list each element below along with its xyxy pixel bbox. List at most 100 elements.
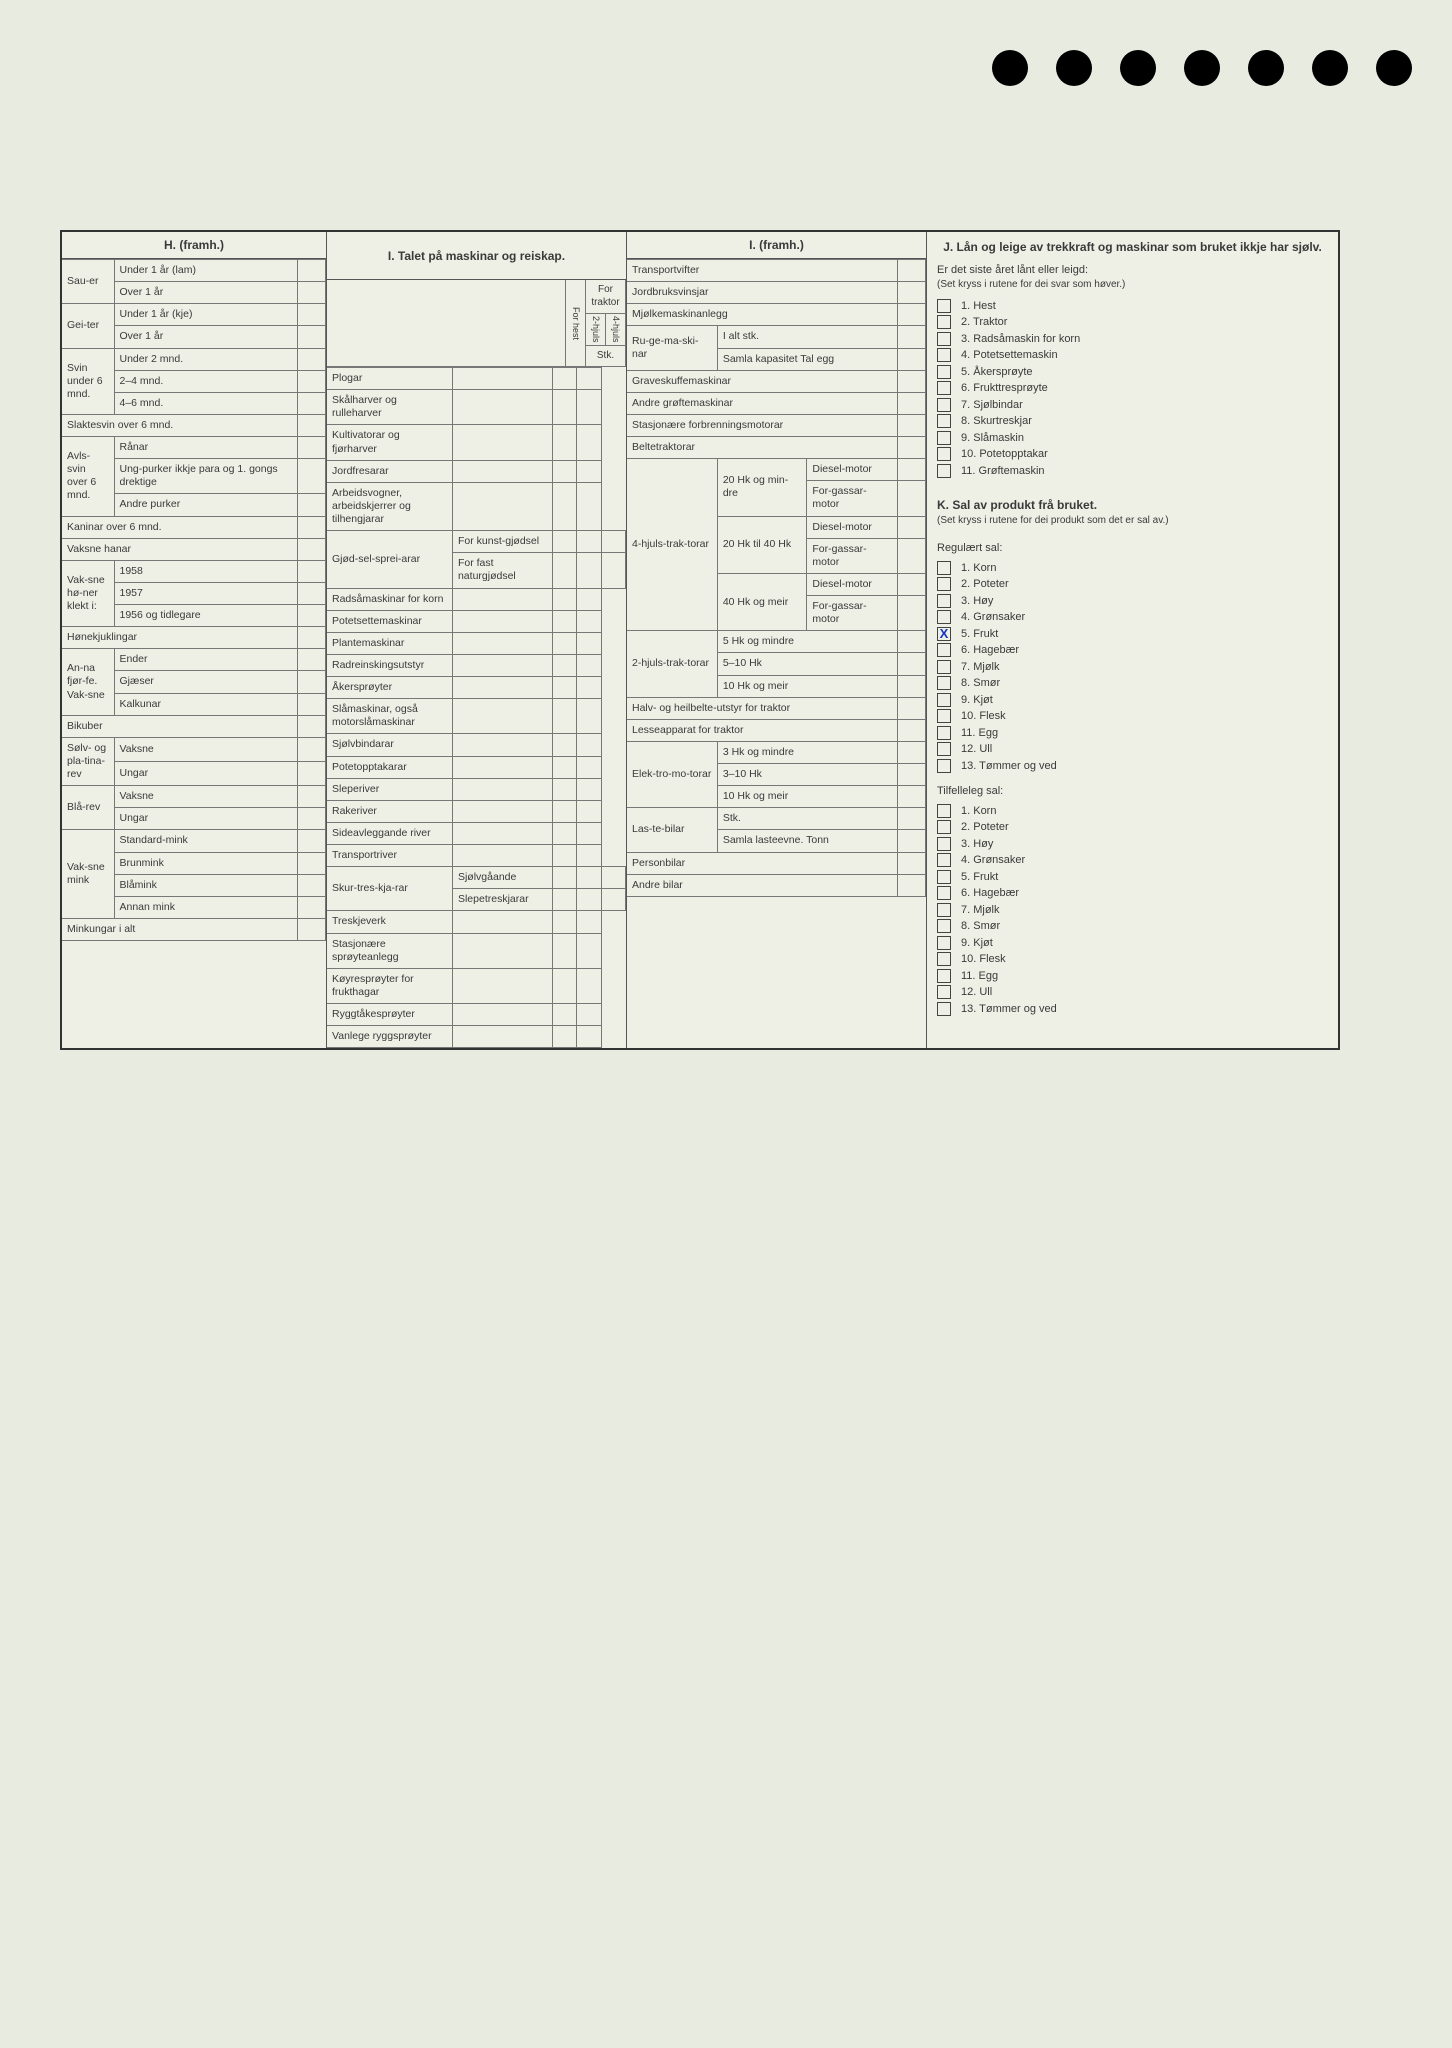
h-value-cell[interactable]	[298, 874, 326, 896]
h-value-cell[interactable]	[298, 348, 326, 370]
i-value-cell[interactable]	[577, 1004, 601, 1026]
i-value-cell[interactable]	[577, 460, 601, 482]
i-value-cell[interactable]	[577, 610, 601, 632]
checkbox[interactable]	[937, 1002, 951, 1016]
i-value-cell[interactable]	[452, 425, 552, 460]
i-value-cell[interactable]	[452, 734, 552, 756]
h-value-cell[interactable]	[298, 414, 326, 436]
checkbox[interactable]	[937, 936, 951, 950]
checkbox[interactable]	[937, 332, 951, 346]
checkbox[interactable]	[937, 365, 951, 379]
i-value-cell[interactable]	[452, 911, 552, 933]
i-value-cell[interactable]	[577, 699, 601, 734]
i-value-cell[interactable]	[552, 610, 576, 632]
i-value-cell[interactable]	[577, 968, 601, 1003]
h-value-cell[interactable]	[298, 494, 326, 516]
i-value-cell[interactable]	[552, 677, 576, 699]
h-value-cell[interactable]	[298, 392, 326, 414]
i-value-cell[interactable]	[452, 632, 552, 654]
i2-value-cell[interactable]	[898, 516, 926, 538]
i-value-cell[interactable]	[452, 699, 552, 734]
i2-value-cell[interactable]	[898, 304, 926, 326]
i-value-cell[interactable]	[601, 889, 625, 911]
checkbox[interactable]	[937, 820, 951, 834]
i2-value-cell[interactable]	[898, 459, 926, 481]
i-value-cell[interactable]	[552, 889, 576, 911]
h-value-cell[interactable]	[298, 671, 326, 693]
h-value-cell[interactable]	[298, 304, 326, 326]
i2-value-cell[interactable]	[898, 282, 926, 304]
i-value-cell[interactable]	[577, 845, 601, 867]
i-value-cell[interactable]	[452, 482, 552, 530]
i2-value-cell[interactable]	[898, 326, 926, 348]
i-value-cell[interactable]	[452, 800, 552, 822]
i2-value-cell[interactable]	[898, 741, 926, 763]
h-value-cell[interactable]	[298, 326, 326, 348]
i-value-cell[interactable]	[452, 1026, 552, 1048]
h-value-cell[interactable]	[298, 808, 326, 830]
i-value-cell[interactable]	[577, 734, 601, 756]
checkbox[interactable]: X	[937, 627, 951, 641]
i-value-cell[interactable]	[552, 390, 576, 425]
checkbox[interactable]	[937, 676, 951, 690]
checkbox[interactable]	[937, 315, 951, 329]
checkbox[interactable]	[937, 431, 951, 445]
i-value-cell[interactable]	[577, 632, 601, 654]
h-value-cell[interactable]	[298, 830, 326, 852]
h-value-cell[interactable]	[298, 282, 326, 304]
h-value-cell[interactable]	[298, 786, 326, 808]
i-value-cell[interactable]	[577, 800, 601, 822]
checkbox[interactable]	[937, 643, 951, 657]
i2-value-cell[interactable]	[898, 874, 926, 896]
checkbox[interactable]	[937, 870, 951, 884]
checkbox[interactable]	[937, 414, 951, 428]
i-value-cell[interactable]	[577, 390, 601, 425]
i-value-cell[interactable]	[601, 867, 625, 889]
h-value-cell[interactable]	[298, 370, 326, 392]
i-value-cell[interactable]	[552, 553, 576, 588]
i-value-cell[interactable]	[552, 968, 576, 1003]
i-value-cell[interactable]	[552, 800, 576, 822]
checkbox[interactable]	[937, 853, 951, 867]
h-value-cell[interactable]	[298, 538, 326, 560]
i2-value-cell[interactable]	[898, 538, 926, 573]
i-value-cell[interactable]	[452, 610, 552, 632]
i2-value-cell[interactable]	[898, 697, 926, 719]
checkbox[interactable]	[937, 969, 951, 983]
h-value-cell[interactable]	[298, 627, 326, 649]
i2-value-cell[interactable]	[898, 414, 926, 436]
h-value-cell[interactable]	[298, 649, 326, 671]
i2-value-cell[interactable]	[898, 573, 926, 595]
i-value-cell[interactable]	[552, 460, 576, 482]
i-value-cell[interactable]	[452, 822, 552, 844]
i-value-cell[interactable]	[552, 482, 576, 530]
checkbox[interactable]	[937, 348, 951, 362]
checkbox[interactable]	[937, 660, 951, 674]
h-value-cell[interactable]	[298, 516, 326, 538]
i-value-cell[interactable]	[452, 933, 552, 968]
i-value-cell[interactable]	[552, 933, 576, 968]
i-value-cell[interactable]	[552, 867, 576, 889]
checkbox[interactable]	[937, 610, 951, 624]
i-value-cell[interactable]	[577, 531, 601, 553]
i2-value-cell[interactable]	[898, 830, 926, 852]
i-value-cell[interactable]	[577, 911, 601, 933]
i-value-cell[interactable]	[577, 756, 601, 778]
i-value-cell[interactable]	[452, 460, 552, 482]
checkbox[interactable]	[937, 837, 951, 851]
h-value-cell[interactable]	[298, 918, 326, 940]
h-value-cell[interactable]	[298, 761, 326, 785]
i-value-cell[interactable]	[577, 553, 601, 588]
i-value-cell[interactable]	[577, 588, 601, 610]
checkbox[interactable]	[937, 594, 951, 608]
i2-value-cell[interactable]	[898, 392, 926, 414]
i-value-cell[interactable]	[452, 778, 552, 800]
i-value-cell[interactable]	[552, 1026, 576, 1048]
h-value-cell[interactable]	[298, 737, 326, 761]
i-value-cell[interactable]	[552, 734, 576, 756]
h-value-cell[interactable]	[298, 605, 326, 627]
i-value-cell[interactable]	[577, 482, 601, 530]
h-value-cell[interactable]	[298, 437, 326, 459]
checkbox[interactable]	[937, 381, 951, 395]
i-value-cell[interactable]	[452, 756, 552, 778]
